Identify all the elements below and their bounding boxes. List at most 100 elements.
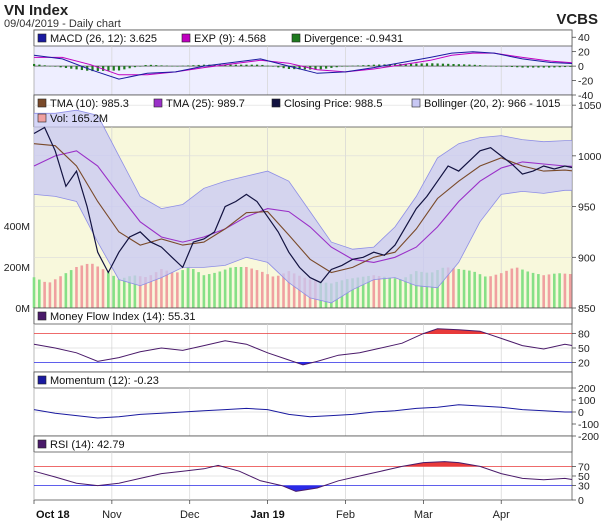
divergence-bar bbox=[112, 66, 115, 71]
divergence-bar bbox=[261, 64, 264, 67]
volume-bar bbox=[553, 273, 556, 308]
volume-bar bbox=[372, 275, 376, 308]
macd-tick--20: -20 bbox=[578, 76, 593, 88]
mfi-tick-50: 50 bbox=[578, 343, 590, 355]
volume-bar bbox=[250, 268, 253, 308]
volume-bar bbox=[69, 270, 73, 308]
volume-bar bbox=[483, 276, 487, 308]
rsi-tick-50: 50 bbox=[578, 471, 590, 483]
divergence-bar bbox=[542, 66, 545, 68]
volume-bar bbox=[223, 269, 227, 308]
volume-bar bbox=[489, 276, 492, 308]
divergence-bar bbox=[70, 66, 73, 69]
price-tick-1050: 1050 bbox=[578, 100, 602, 112]
volume-bar bbox=[409, 274, 413, 308]
volume-bar bbox=[499, 273, 503, 308]
volume-bar bbox=[245, 267, 248, 308]
divergence-bar bbox=[128, 66, 131, 69]
divergence-bar bbox=[409, 63, 413, 67]
divergence-bar bbox=[378, 64, 381, 67]
divergence-bar bbox=[255, 64, 259, 67]
rsi-line bbox=[33, 461, 573, 492]
rsi-oversold-fill bbox=[34, 485, 572, 492]
volume-bar bbox=[229, 267, 232, 308]
momentum-line bbox=[33, 404, 572, 419]
volume-bar bbox=[191, 269, 195, 308]
divergence-bar bbox=[181, 65, 184, 67]
divergence-bar bbox=[569, 66, 572, 67]
chart-title: VN Index bbox=[4, 2, 69, 19]
divergence-bar bbox=[563, 66, 567, 68]
volume-bar bbox=[48, 282, 52, 308]
tma10-line bbox=[33, 143, 573, 274]
volume-bar bbox=[149, 275, 153, 308]
price-legend-bollinger: Bollinger (20, 2): 966 - 1015 bbox=[424, 98, 560, 110]
volume-bar bbox=[361, 276, 365, 308]
volume-bar bbox=[43, 281, 46, 308]
mfi-tick-80: 80 bbox=[578, 329, 590, 341]
tma25-line bbox=[33, 150, 573, 263]
divergence-bar bbox=[494, 66, 498, 67]
volume-bar bbox=[96, 266, 100, 308]
mfi-line bbox=[33, 328, 573, 366]
divergence-bar bbox=[202, 64, 206, 67]
divergence-bar bbox=[484, 65, 487, 67]
bollinger-upper bbox=[34, 109, 572, 250]
volume-bar bbox=[452, 268, 455, 308]
chart-subtitle: 09/04/2019 - Daily chart bbox=[4, 18, 121, 30]
volume-bar bbox=[367, 275, 370, 308]
volume-bar bbox=[107, 272, 110, 308]
divergence-bar bbox=[234, 64, 237, 67]
volume-bar bbox=[260, 271, 264, 308]
volume-bar bbox=[542, 275, 545, 308]
divergence-bar bbox=[123, 66, 126, 70]
divergence-bar bbox=[139, 66, 142, 67]
macd-tick--40: -40 bbox=[578, 90, 593, 102]
rsi-tick-70: 70 bbox=[578, 461, 590, 473]
divergence-bar bbox=[96, 66, 99, 71]
divergence-bar bbox=[250, 64, 253, 67]
volume-bar bbox=[292, 273, 296, 308]
volume-bar bbox=[462, 269, 466, 308]
divergence-bar bbox=[362, 65, 365, 67]
divergence-bar bbox=[457, 64, 460, 67]
divergence-bar bbox=[91, 66, 94, 72]
divergence-bar bbox=[516, 66, 519, 68]
macd-legend-divergence-swatch bbox=[291, 33, 301, 43]
macd-legend-macd: MACD (26, 12): 3.625 bbox=[50, 33, 157, 45]
divergence-bar bbox=[351, 65, 354, 67]
volume-bar bbox=[404, 277, 407, 308]
volume-bar bbox=[388, 277, 392, 308]
divergence-bar bbox=[245, 64, 248, 67]
volume-bar bbox=[521, 269, 524, 308]
macd-tick-0: 0 bbox=[578, 61, 584, 73]
volume-bar bbox=[478, 274, 482, 308]
volume-bar bbox=[282, 273, 285, 308]
divergence-bar bbox=[452, 64, 455, 67]
volume-bar bbox=[122, 277, 126, 308]
divergence-bar bbox=[80, 66, 83, 71]
price-legend-volume: Vol: 165.2M bbox=[50, 113, 108, 125]
volume-bar bbox=[133, 275, 137, 308]
volume-bar bbox=[446, 267, 450, 308]
divergence-bar bbox=[441, 63, 445, 67]
divergence-bar bbox=[521, 66, 524, 68]
x-tick-oct-18: Oct 18 bbox=[36, 509, 70, 521]
divergence-bar bbox=[394, 64, 397, 67]
divergence-bar bbox=[325, 66, 328, 69]
volume-bar bbox=[218, 271, 222, 308]
divergence-bar bbox=[367, 64, 370, 67]
divergence-bar bbox=[75, 66, 78, 70]
divergence-bar bbox=[478, 65, 482, 67]
divergence-bar bbox=[510, 66, 514, 68]
price-tick-850: 850 bbox=[578, 303, 596, 315]
volume-bar bbox=[563, 273, 567, 308]
macd-legend-divergence: Divergence: -0.9431 bbox=[304, 33, 403, 45]
divergence-bar bbox=[500, 66, 503, 67]
momentum-tick-100: 100 bbox=[578, 395, 596, 407]
volume-bar bbox=[457, 269, 461, 308]
price-legend-volume-swatch bbox=[37, 113, 47, 123]
chart-source: VCBS bbox=[556, 11, 598, 28]
price-tick-950: 950 bbox=[578, 202, 596, 214]
divergence-bar bbox=[314, 66, 317, 70]
